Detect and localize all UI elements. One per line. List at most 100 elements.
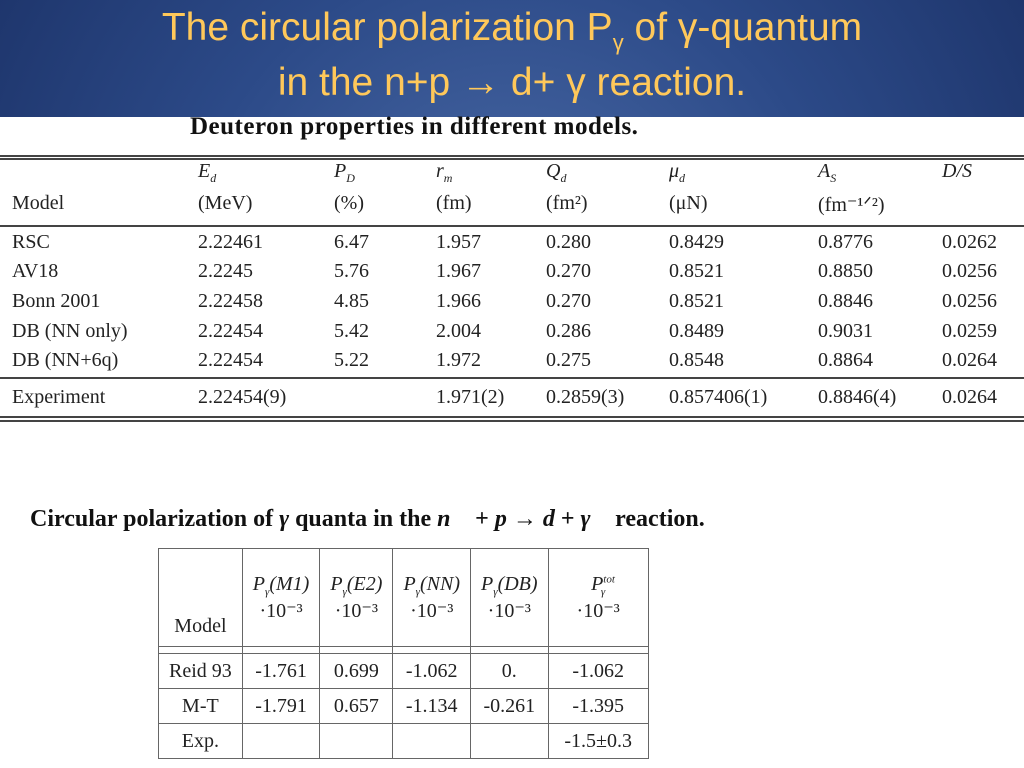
table1-value-cell: 2.2245	[198, 260, 253, 282]
table2-value-cell: -0.261	[470, 688, 549, 724]
table1-header-symbol: AS	[818, 160, 837, 185]
table1-header-symbol: PD	[334, 160, 355, 185]
table2-row: Exp. -1.5±0.3	[158, 723, 649, 759]
table2-value-cell	[470, 723, 549, 759]
table1-model-cell: DB (NN only)	[12, 320, 128, 342]
table2-value-cell: 0.699	[319, 653, 394, 689]
table2-header-row: Model Pγ(M1) ·10⁻³ Pγ(E2) ·10⁻³ Pγ(NN) ·10⁻…	[158, 548, 649, 647]
table2-value-cell: 0.657	[319, 688, 394, 724]
table1-value-cell: 6.47	[334, 231, 369, 253]
table2-value-cell: -1.761	[241, 653, 321, 689]
slide-title: The circular polarization Pγ of γ-quantu…	[0, 0, 1024, 103]
table2-gap	[158, 646, 649, 654]
table1-value-cell: 0.0264	[942, 349, 997, 371]
table1-value-cell: 1.972	[436, 349, 481, 371]
table1-header-unit: (%)	[334, 192, 364, 214]
table2-caption: Circular polarization of γ quanta in the…	[30, 506, 705, 532]
table2: Model Pγ(M1) ·10⁻³ Pγ(E2) ·10⁻³ Pγ(NN) ·10⁻…	[158, 548, 649, 759]
table1-value-cell: 0.8864	[818, 349, 873, 371]
table2-col-header: Ptotγ ·10⁻³	[547, 548, 649, 647]
table1-value-cell: 0.280	[546, 231, 591, 253]
table1-value-cell: 0.8521	[669, 290, 724, 312]
table1-value-cell: 0.857406(1)	[669, 386, 768, 408]
table2-model-cell: Reid 93	[158, 653, 243, 689]
table1-header-unit: (fm)	[436, 192, 472, 214]
table1-value-cell: 2.22458	[198, 290, 263, 312]
table1-header-symbol: rm	[436, 160, 453, 185]
table1-value-cell: 0.275	[546, 349, 591, 371]
table1-value-cell: 0.8850	[818, 260, 873, 282]
table1-value-cell: 0.8846(4)	[818, 386, 897, 408]
table2-col-header: Pγ(DB) ·10⁻³	[470, 548, 549, 647]
table1-value-cell: 0.270	[546, 290, 591, 312]
table1-model-cell: RSC	[12, 231, 50, 253]
table1-value-cell: 1.966	[436, 290, 481, 312]
slide-title-line2: in the n+p → d+ γ reaction.	[277, 61, 747, 104]
table1-value-cell: 4.85	[334, 290, 369, 312]
table1-model-cell: Experiment	[12, 386, 106, 408]
table1-value-cell: 0.0256	[942, 290, 997, 312]
table1-caption: Deuteron properties in different models.	[190, 113, 639, 140]
table2-row: M-T -1.791 0.657 -1.134 -0.261 -1.395	[158, 688, 649, 724]
table1-value-cell: 2.22454	[198, 349, 263, 371]
table1-exp-rule	[0, 377, 1024, 379]
table1-value-cell: 0.8548	[669, 349, 724, 371]
table1-model-cell: Bonn 2001	[12, 290, 101, 312]
table1-value-cell: 1.957	[436, 231, 481, 253]
table1-value-cell: 0.286	[546, 320, 591, 342]
table1-model-cell: AV18	[12, 260, 59, 282]
table1-value-cell: 0.8429	[669, 231, 724, 253]
table1-bottom-rule-2	[0, 420, 1024, 422]
table2-value-cell	[241, 723, 321, 759]
table1-header-unit: (MeV)	[198, 192, 253, 214]
table2-value-cell	[319, 723, 394, 759]
table1-model-header: Model	[12, 192, 65, 214]
table1-value-cell: 5.42	[334, 320, 369, 342]
table1-value-cell: 5.22	[334, 349, 369, 371]
table2-row: Reid 93 -1.761 0.699 -1.062 0. -1.062	[158, 653, 649, 689]
table1-value-cell: 0.0256	[942, 260, 997, 282]
table1-value-cell: 0.8776	[818, 231, 873, 253]
table1-header-symbol: μd	[669, 160, 686, 185]
table2-col-header: Pγ(E2) ·10⁻³	[319, 548, 394, 647]
table1-header-rule	[0, 225, 1024, 227]
table2-value-cell: 0.	[470, 653, 549, 689]
table1-value-cell: 0.0262	[942, 231, 997, 253]
table1-model-cell: DB (NN+6q)	[12, 349, 119, 371]
table2-value-cell: -1.791	[241, 688, 321, 724]
table2-value-cell: -1.062	[547, 653, 649, 689]
table2-col-header: Pγ(NN) ·10⁻³	[392, 548, 471, 647]
table2-value-cell: -1.395	[547, 688, 649, 724]
table2-value-cell	[392, 723, 471, 759]
table1-value-cell: 0.2859(3)	[546, 386, 625, 408]
table1-top-rule-2	[0, 158, 1024, 160]
table1-value-cell: 0.0259	[942, 320, 997, 342]
table2-model-cell: M-T	[158, 688, 243, 724]
table2-value-cell: -1.062	[392, 653, 471, 689]
table2-model-cell: Exp.	[158, 723, 243, 759]
table1-value-cell: 2.22461	[198, 231, 263, 253]
table1-header-unit: (μN)	[669, 192, 708, 214]
slide-title-line1: The circular polarization Pγ of γ-quantu…	[161, 6, 863, 56]
table1-header-unit: (fm²)	[546, 192, 588, 214]
table1-header-unit: (fm⁻¹ᐟ²)	[818, 194, 885, 216]
table1-top-rule	[0, 155, 1024, 157]
table1-value-cell: 5.76	[334, 260, 369, 282]
table1-bottom-rule	[0, 416, 1024, 418]
table1-value-cell: 1.971(2)	[436, 386, 505, 408]
table1-value-cell: 0.0264	[942, 386, 997, 408]
table1-value-cell: 2.22454(9)	[198, 386, 287, 408]
table1-value-cell: 0.270	[546, 260, 591, 282]
table1-value-cell: 2.22454	[198, 320, 263, 342]
table1-header-symbol: Ed	[198, 160, 217, 185]
table1-header-symbol: D/S	[942, 160, 972, 182]
table1-header-symbol: Qd	[546, 160, 567, 185]
table1-value-cell: 0.8846	[818, 290, 873, 312]
table1-value-cell: 2.004	[436, 320, 481, 342]
table1-value-cell: 1.967	[436, 260, 481, 282]
table2-model-header: Model	[158, 548, 243, 647]
table2-value-cell: -1.134	[392, 688, 471, 724]
table1-value-cell: 0.8489	[669, 320, 724, 342]
table2-value-cell: -1.5±0.3	[547, 723, 649, 759]
table1-value-cell: 0.8521	[669, 260, 724, 282]
